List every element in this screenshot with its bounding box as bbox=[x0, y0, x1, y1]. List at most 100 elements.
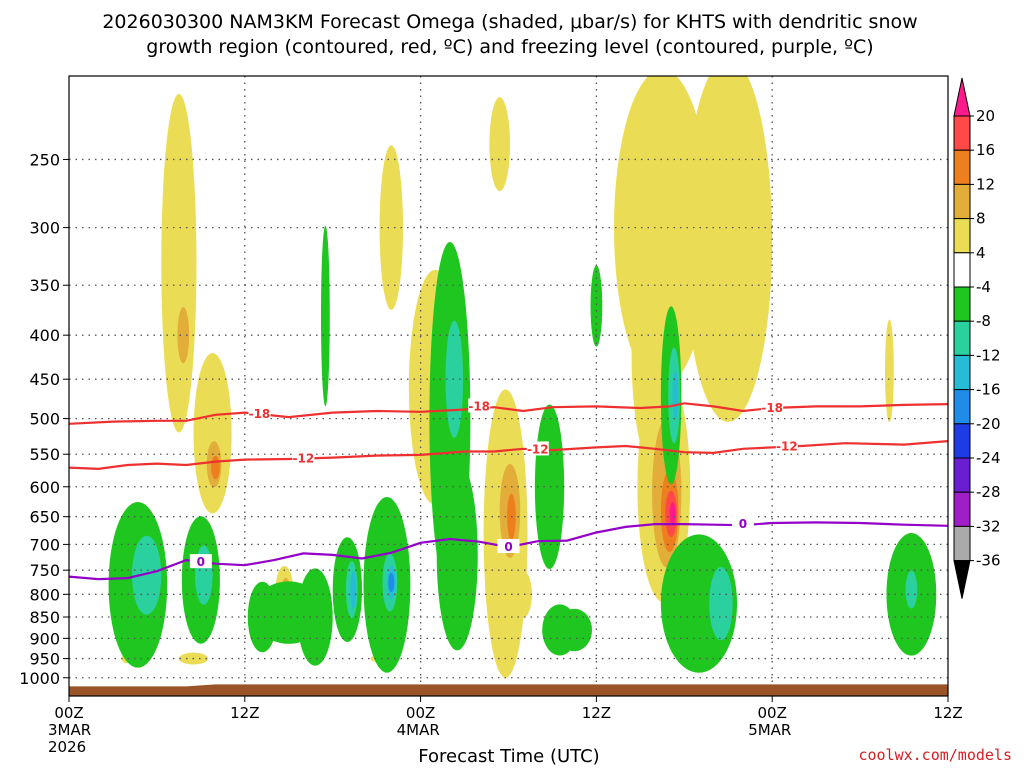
omega-region-43 bbox=[534, 404, 565, 570]
y-tick-label-350: 350 bbox=[29, 276, 60, 295]
y-tick-label-650: 650 bbox=[29, 508, 60, 527]
y-tick-label-400: 400 bbox=[29, 326, 60, 345]
colorbar-box-9 bbox=[953, 389, 971, 425]
x-axis-label: Forecast Time (UTC) bbox=[418, 746, 599, 767]
colorbar-label-5: -4 bbox=[976, 278, 991, 296]
omega-region-45 bbox=[590, 265, 603, 347]
dgz-contour-1-label-bg-2 bbox=[775, 438, 798, 453]
omega-region-0 bbox=[161, 93, 197, 433]
omega-region-41 bbox=[445, 320, 464, 438]
dgz-contour-1-label-bg-0 bbox=[292, 450, 315, 465]
omega-region-4 bbox=[211, 455, 220, 480]
colorbar-label-0: 20 bbox=[976, 107, 995, 125]
ground-fill bbox=[69, 684, 948, 696]
colorbar-label-11: -28 bbox=[976, 483, 1001, 501]
x-tick-date-2: 4MAR bbox=[397, 721, 440, 739]
credit-text: coolwx.com/models bbox=[858, 746, 1012, 764]
colorbar-box-4 bbox=[953, 218, 971, 254]
chart-title-line1: 2026030300 NAM3KM Forecast Omega (shaded… bbox=[102, 11, 917, 33]
colorbar: 20 16 12 8 4 -4 -8 -12 -16 -20 -24 -28 -32 -36 bbox=[953, 77, 1001, 599]
x-tick-label-2: 00Z bbox=[406, 704, 435, 722]
colorbar-box-12 bbox=[953, 491, 971, 527]
colorbar-label-6: -8 bbox=[976, 312, 991, 330]
omega-region-13 bbox=[514, 570, 532, 618]
colorbar-label-9: -20 bbox=[976, 415, 1001, 433]
colorbar-bottom-arrow bbox=[953, 560, 971, 599]
colorbar-box-5 bbox=[953, 252, 971, 288]
omega-region-32 bbox=[320, 225, 330, 407]
colorbar-label-7: -12 bbox=[976, 346, 1001, 364]
freezing-contour-label-bg-1 bbox=[497, 539, 520, 554]
y-tick-label-950: 950 bbox=[29, 650, 60, 669]
colorbar-box-2 bbox=[953, 149, 971, 185]
colorbar-box-11 bbox=[953, 457, 971, 493]
omega-shading bbox=[108, 76, 937, 678]
colorbar-box-7 bbox=[953, 320, 971, 356]
colorbar-label-2: 12 bbox=[976, 175, 995, 193]
x-tick-year-0: 2026 bbox=[48, 738, 86, 756]
omega-region-42 bbox=[436, 459, 478, 651]
y-tick-label-300: 300 bbox=[29, 219, 60, 238]
freezing-contour-label-2: 0 bbox=[739, 517, 747, 531]
dgz-contour-0-label-0: -18 bbox=[249, 407, 271, 421]
freezing-contour-label-1: 0 bbox=[504, 540, 512, 554]
y-tick-label-450: 450 bbox=[29, 370, 60, 389]
omega-region-9 bbox=[489, 97, 510, 192]
x-tick-label-3: 12Z bbox=[582, 704, 611, 722]
colorbar-label-12: -32 bbox=[976, 517, 1001, 535]
y-tick-label-700: 700 bbox=[29, 535, 60, 554]
y-tick-label-500: 500 bbox=[29, 410, 60, 429]
y-tick-label-600: 600 bbox=[29, 478, 60, 497]
colorbar-label-13: -36 bbox=[976, 552, 1001, 570]
colorbar-label-4: 4 bbox=[976, 244, 986, 262]
omega-region-50 bbox=[709, 566, 733, 641]
omega-region-48 bbox=[672, 371, 679, 420]
y-tick-label-250: 250 bbox=[29, 150, 60, 169]
dgz-contour-0-label-2: -18 bbox=[761, 401, 783, 415]
dgz-contour-0-label-bg-2 bbox=[761, 399, 784, 414]
dgz-contour-1-label-bg-1 bbox=[526, 441, 549, 456]
x-tick-label-4: 00Z bbox=[758, 704, 787, 722]
ground-surface bbox=[69, 684, 948, 696]
colorbar-label-8: -16 bbox=[976, 381, 1001, 399]
y-tick-label-750: 750 bbox=[29, 561, 60, 580]
omega-region-52 bbox=[905, 570, 918, 609]
y-tick-label-850: 850 bbox=[29, 608, 60, 627]
dgz-contour-1-line bbox=[69, 440, 948, 471]
colorbar-label-10: -24 bbox=[976, 449, 1001, 467]
chart-title-line2: growth region (contoured, red, ºC) and f… bbox=[146, 36, 873, 58]
omega-region-54 bbox=[252, 581, 326, 644]
colorbar-box-13 bbox=[953, 525, 971, 562]
omega-region-15 bbox=[684, 76, 773, 422]
dgz-contour-1-label-0: -12 bbox=[293, 451, 315, 465]
freezing-contour-label-bg-0 bbox=[189, 554, 212, 569]
dgz-contour-0-label-1: -18 bbox=[468, 399, 490, 413]
colorbar-box-8 bbox=[953, 354, 971, 391]
omega-region-7 bbox=[379, 145, 404, 310]
dgz-contour-1-label-2: -12 bbox=[776, 440, 798, 454]
colorbar-box-1 bbox=[953, 115, 971, 151]
y-axis: 250 300 350 400 450 500 550 600 650 700 750 800 850 9… bbox=[19, 150, 69, 688]
omega-region-21 bbox=[669, 502, 676, 526]
freezing-contour-label-bg-2 bbox=[731, 516, 754, 531]
colorbar-label-1: 16 bbox=[976, 141, 995, 159]
omega-region-53 bbox=[556, 608, 593, 652]
omega-region-1 bbox=[177, 307, 190, 364]
omega-region-2 bbox=[193, 352, 232, 514]
x-tick-date-4: 5MAR bbox=[748, 721, 791, 739]
y-tick-label-800: 800 bbox=[29, 585, 60, 604]
colorbar-box-6 bbox=[953, 286, 971, 322]
omega-region-22 bbox=[885, 319, 894, 423]
dgz-contour-1-label-1: -12 bbox=[527, 442, 549, 456]
x-tick-label-0: 00Z bbox=[54, 704, 83, 722]
x-tick-date-0: 3MAR bbox=[48, 721, 91, 739]
colorbar-box-10 bbox=[953, 423, 971, 459]
contour-lines: -18 -18 -18 -12 -12 -12 0 0 0 bbox=[69, 398, 948, 581]
omega-region-39 bbox=[388, 572, 395, 593]
x-tick-label-1: 12Z bbox=[230, 704, 259, 722]
colorbar-top-arrow bbox=[953, 77, 971, 117]
colorbar-label-3: 8 bbox=[976, 210, 986, 228]
dgz-contour-0-label-bg-1 bbox=[468, 398, 491, 413]
